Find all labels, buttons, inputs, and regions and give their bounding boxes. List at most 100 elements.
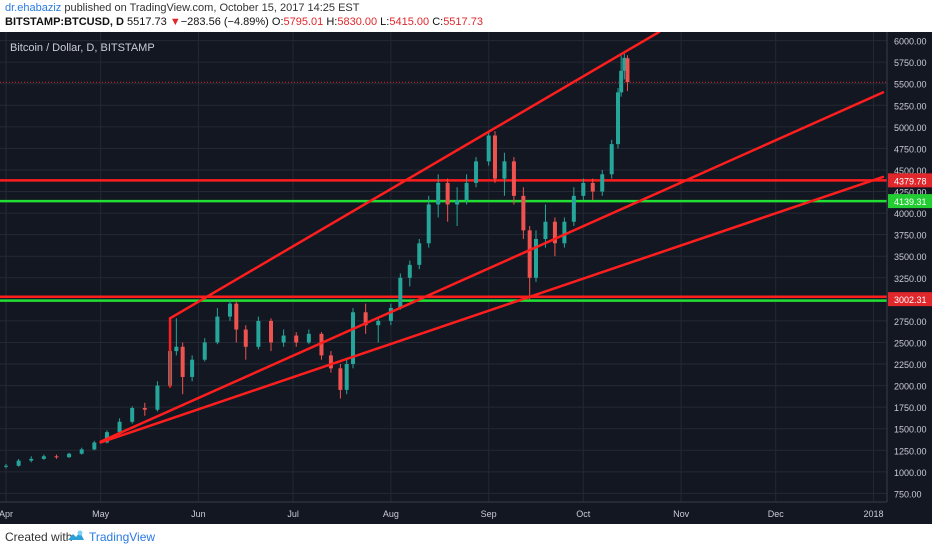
y-tick-label: 3500.00 xyxy=(894,252,927,262)
candle-body xyxy=(215,316,220,343)
candle-body xyxy=(521,195,526,231)
price-axis[interactable]: 750.00 1000.00 1250.00 1500.00 1750.00 2000.0… xyxy=(886,32,932,524)
candle-body xyxy=(174,346,179,352)
y-tick-label: 4750.00 xyxy=(894,144,927,154)
publish-header: dr.ehabaziz published on TradingView.com… xyxy=(0,0,932,32)
candle-body xyxy=(417,243,422,265)
grid xyxy=(0,32,887,502)
candle-body xyxy=(4,465,8,467)
candle-body xyxy=(319,333,324,356)
tradingview-brand[interactable]: TradingView xyxy=(89,530,156,544)
horizontal-levels xyxy=(0,81,887,302)
candle-body xyxy=(234,303,239,330)
candle-body xyxy=(29,458,34,461)
candle-body xyxy=(67,453,72,458)
chart-area[interactable]: 750.00 1000.00 1250.00 1500.00 1750.00 2000.0… xyxy=(0,32,932,524)
y-tick-label: 1750.00 xyxy=(894,403,927,413)
author-link[interactable]: dr.ehabaziz xyxy=(5,2,62,14)
candle-body xyxy=(142,408,147,410)
candle-body xyxy=(92,442,97,450)
y-tick-label: 3250.00 xyxy=(894,274,927,284)
candle-body xyxy=(190,359,195,377)
candle-body xyxy=(474,161,479,183)
y-tick-label: 5250.00 xyxy=(894,101,927,111)
open-value: 5795.01 xyxy=(283,16,324,28)
candle-body xyxy=(180,346,185,377)
candle-body xyxy=(625,58,630,83)
created-with-label: Created with xyxy=(5,530,73,544)
price-label-text: 4379.78 xyxy=(894,176,927,186)
candle-body xyxy=(527,230,532,278)
candle-body xyxy=(243,329,248,347)
candle-body xyxy=(492,135,497,179)
y-tick-label: 2250.00 xyxy=(894,360,927,370)
candle-body xyxy=(79,449,84,454)
price-label-box xyxy=(888,292,932,307)
candle-body xyxy=(533,238,538,278)
candle-body xyxy=(338,368,343,390)
y-tick-label: 6000.00 xyxy=(894,37,927,47)
open-label: O: xyxy=(271,16,284,28)
y-tick-label: 1500.00 xyxy=(894,425,927,435)
x-tick-label: Apr xyxy=(0,509,13,519)
publish-info: dr.ehabaziz published on TradingView.com… xyxy=(5,2,359,14)
x-tick-label: May xyxy=(92,509,110,519)
time-axis-background xyxy=(0,502,932,524)
low-value: 5415.00 xyxy=(389,16,430,28)
price-label-box xyxy=(888,194,932,209)
y-tick-label: 1250.00 xyxy=(894,446,927,456)
x-tick-label: Nov xyxy=(673,509,690,519)
chart-title: Bitcoin / Dollar, D, BITSTAMP xyxy=(10,42,155,54)
candle-body xyxy=(41,456,46,459)
trend-lines[interactable] xyxy=(99,32,885,444)
footer: Created with TradingView xyxy=(0,524,932,550)
candle-body xyxy=(104,432,109,443)
candle-body xyxy=(281,335,286,343)
candle-body xyxy=(344,364,349,390)
candle-body xyxy=(256,320,261,347)
candle-body xyxy=(622,57,627,71)
candle-body xyxy=(552,221,557,244)
price-axis-background xyxy=(887,32,932,524)
x-tick-label: Aug xyxy=(383,509,399,519)
candle-body xyxy=(464,182,469,201)
published-text: published on TradingView.com, October 15… xyxy=(64,2,360,14)
y-tick-label: 4500.00 xyxy=(894,166,927,176)
candle-body xyxy=(268,320,273,343)
candle-body xyxy=(571,195,576,222)
time-axis[interactable]: Apr May Jun Jul Aug Sep Oct Nov Dec 2018 xyxy=(0,501,932,524)
candles xyxy=(4,53,630,469)
candle-body xyxy=(363,312,368,326)
close-value: 5517.73 xyxy=(443,16,483,28)
x-tick-label: Oct xyxy=(576,509,591,519)
close-label: C: xyxy=(432,16,444,28)
candle-body xyxy=(16,460,21,466)
candle-body xyxy=(202,342,207,360)
y-tick-label: 2500.00 xyxy=(894,338,927,348)
change-down-icon: ▼ xyxy=(169,16,181,28)
candle-body xyxy=(54,456,59,458)
x-tick-label: Dec xyxy=(768,509,785,519)
candle-body xyxy=(445,182,450,205)
trend-line xyxy=(99,175,885,444)
trend-line xyxy=(99,91,885,443)
y-tick-label: 4000.00 xyxy=(894,209,927,219)
high-label: H: xyxy=(326,16,338,28)
price-chart[interactable]: 750.00 1000.00 1250.00 1500.00 1750.00 2000.0… xyxy=(0,32,932,524)
candle-body xyxy=(294,335,299,343)
y-tick-label: 750.00 xyxy=(894,489,922,499)
y-tick-label: 2000.00 xyxy=(894,382,927,392)
candle-body xyxy=(426,204,431,244)
high-value: 5830.00 xyxy=(337,16,378,28)
y-tick-label: 4250.00 xyxy=(894,188,927,198)
candle-body xyxy=(486,135,491,162)
candle-body xyxy=(155,385,160,410)
candle-body xyxy=(600,174,605,192)
candle-body xyxy=(455,200,460,205)
candle-body xyxy=(328,355,333,369)
candle-body xyxy=(117,421,122,433)
y-tick-label: 5000.00 xyxy=(894,123,927,133)
candle-body xyxy=(351,312,356,365)
candle-body xyxy=(502,161,507,179)
candle-body xyxy=(376,320,381,326)
